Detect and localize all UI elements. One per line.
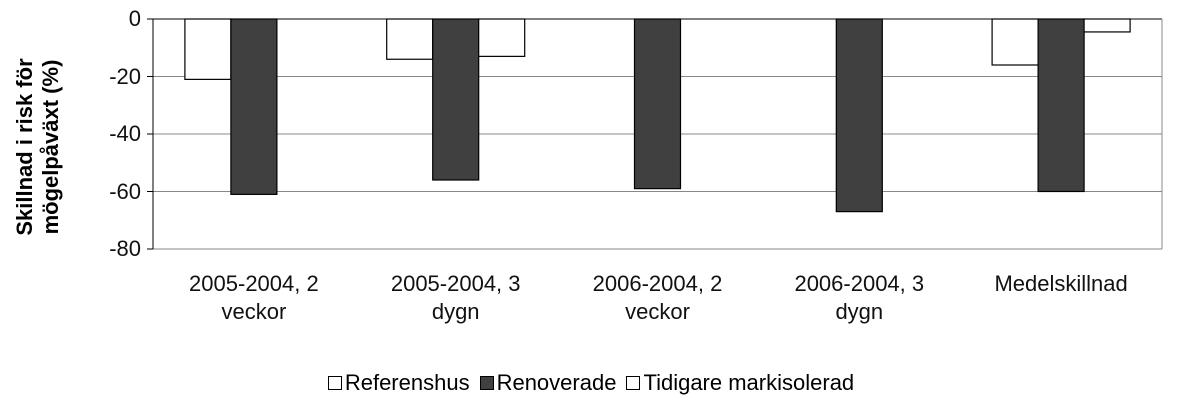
bar (633, 18, 682, 190)
legend-label: Tidigare markisolerad (643, 370, 855, 395)
bar (835, 18, 883, 213)
x-tick-label: Medelskillnad (994, 271, 1128, 296)
bar (478, 18, 526, 57)
y-axis-label: Skillnad i risk för mögelpåväxt (%) (12, 58, 63, 236)
y-tick-label: -20 (109, 63, 141, 89)
legend-label: Referenshus (344, 370, 470, 395)
legend-item: Tidigare markisolerad (626, 370, 854, 396)
bar (184, 18, 232, 80)
x-tick-label: 2005-2004, 2 veckor (189, 271, 319, 324)
legend-swatch (626, 376, 641, 390)
legend-swatch (327, 376, 342, 390)
bar (1083, 18, 1131, 33)
bar (230, 18, 278, 195)
x-tick-label: 2005-2004, 3 dygn (390, 271, 521, 324)
legend-swatch (479, 376, 494, 390)
x-tick-label: 2006-2004, 3 dygn (794, 271, 925, 324)
bar (386, 18, 434, 60)
bar (991, 18, 1039, 66)
x-tick-label: 2006-2004, 2 veckor (592, 271, 723, 324)
y-tick-label: -80 (109, 236, 141, 261)
y-tick-label: 0 (128, 6, 141, 31)
legend-label: Renoverade (496, 370, 617, 395)
legend-item: Renoverade (479, 370, 617, 396)
legend-item: Referenshus (327, 370, 470, 396)
y-tick-label: -40 (109, 121, 141, 146)
bar (1037, 18, 1085, 193)
y-tick-label: -60 (109, 178, 141, 204)
legend: Referenshus Renoverade Tidigare markisoler… (0, 370, 1182, 396)
bar (432, 18, 480, 181)
